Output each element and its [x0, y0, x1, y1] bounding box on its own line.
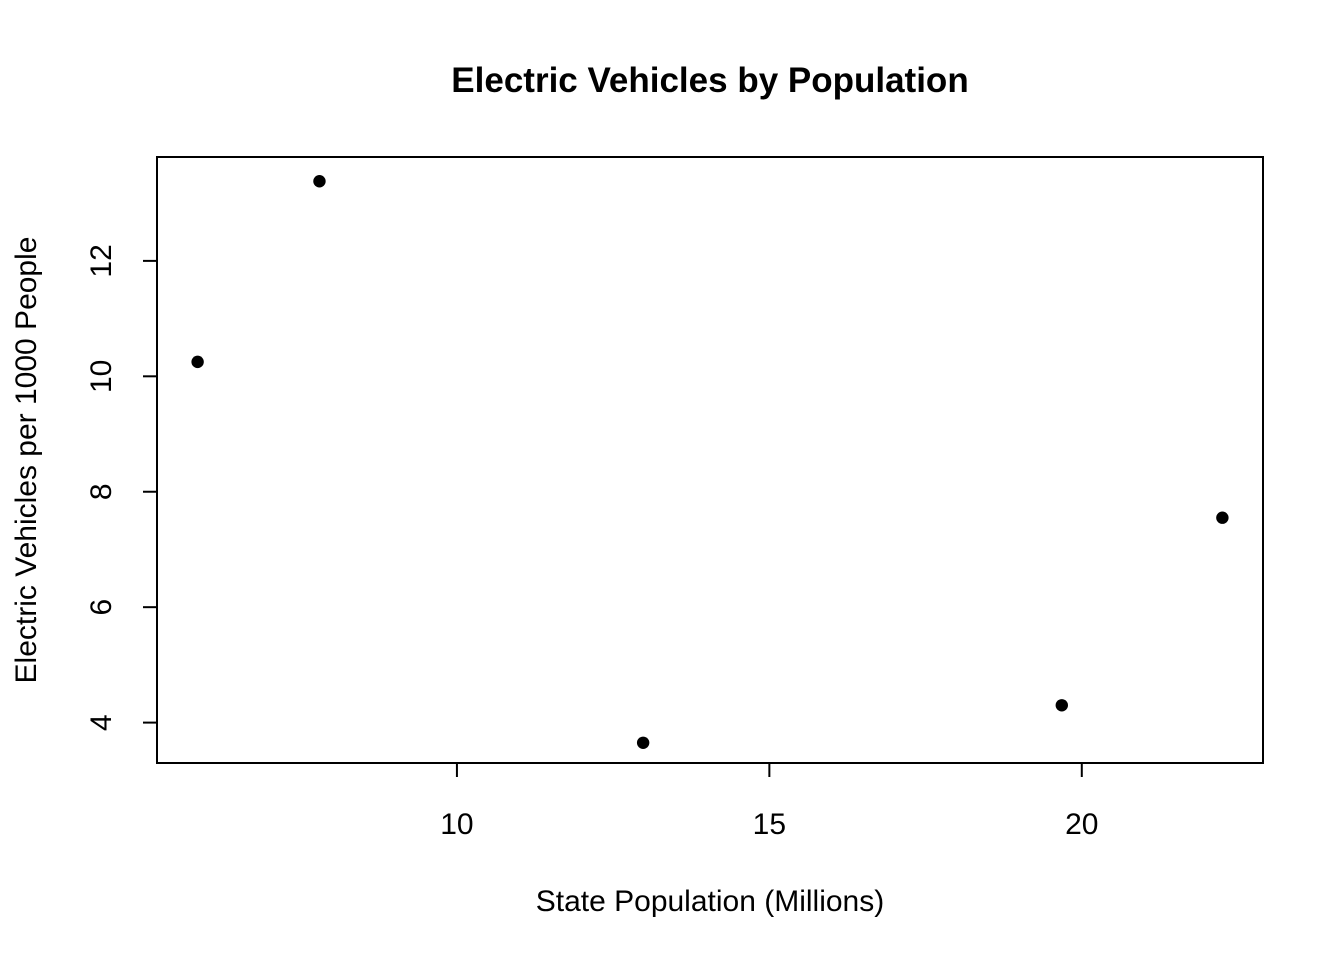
- data-point: [191, 355, 204, 369]
- data-point: [1216, 511, 1229, 524]
- data-points: [191, 175, 1229, 749]
- x-axis-label: State Population (Millions): [536, 885, 885, 918]
- data-point: [1055, 699, 1068, 712]
- y-tick-label: 8: [85, 483, 118, 500]
- chart-title: Electric Vehicles by Population: [451, 61, 968, 100]
- x-tick-label: 20: [1065, 808, 1098, 841]
- x-tick-label: 10: [440, 808, 473, 841]
- plot-frame: [156, 156, 1264, 764]
- x-tick-label: 15: [753, 808, 786, 841]
- y-tick-label: 6: [85, 599, 118, 616]
- y-axis: 4 6 8 10 12: [85, 244, 157, 731]
- y-tick-label: 12: [85, 244, 118, 277]
- x-axis: 10 15 20: [440, 763, 1098, 841]
- data-point: [313, 175, 326, 188]
- y-tick-label: 10: [85, 360, 118, 393]
- y-axis-label: Electric Vehicles per 1000 People: [10, 237, 43, 684]
- data-point: [636, 736, 650, 749]
- y-tick-label: 4: [85, 714, 118, 731]
